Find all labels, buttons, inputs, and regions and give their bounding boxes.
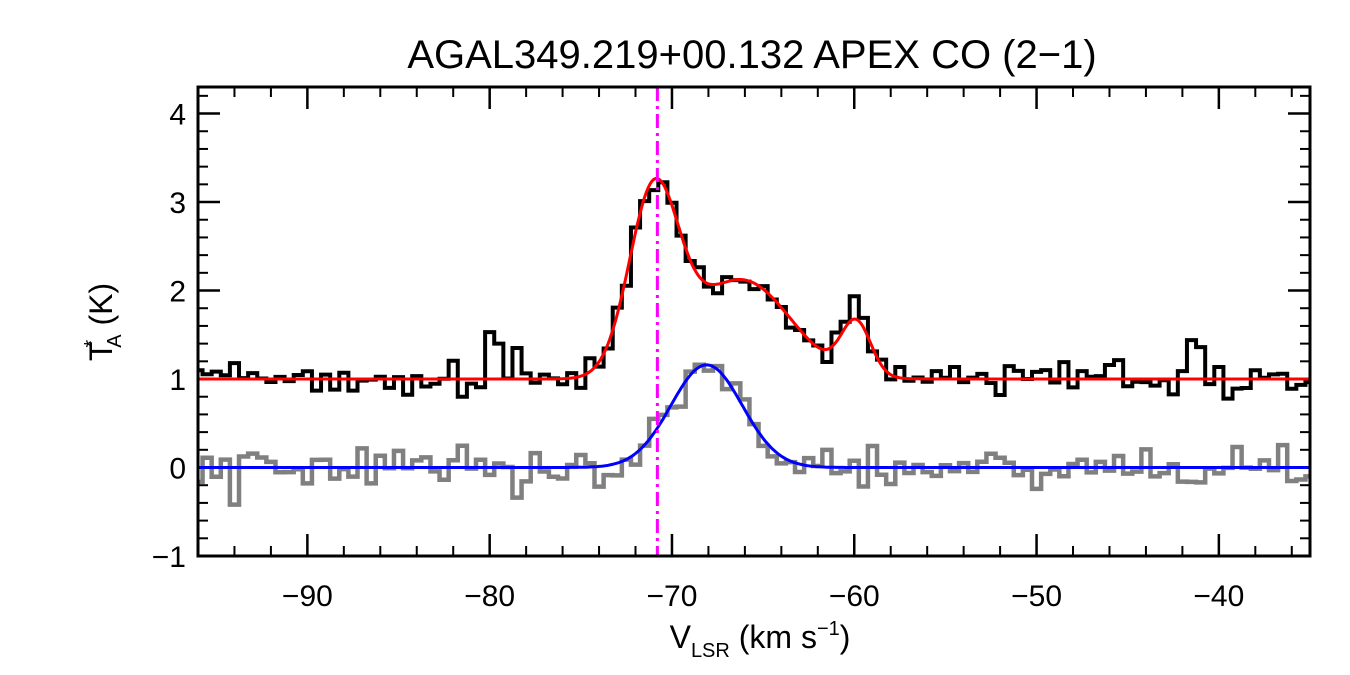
gaussian-fit-blue bbox=[198, 363, 1310, 469]
co21-spectrum-black bbox=[198, 180, 1310, 401]
series-layer bbox=[198, 177, 1310, 507]
y-tick-label: 2 bbox=[169, 276, 186, 309]
x-tick-label: −40 bbox=[1193, 580, 1244, 613]
major-ticks bbox=[198, 87, 1310, 558]
minor-ticks bbox=[197, 87, 1310, 556]
plot-area bbox=[196, 85, 1312, 558]
x-tick-label: −70 bbox=[647, 580, 698, 613]
y-tick-label: 3 bbox=[169, 187, 186, 220]
x-tick-labels: −90 −80 −70 −60 −50 −40 bbox=[282, 580, 1244, 613]
chart-title: AGAL349.219+00.132 APEX CO (2−1) bbox=[407, 33, 1096, 77]
y-tick-label: 4 bbox=[169, 99, 186, 132]
x-tick-label: −50 bbox=[1011, 580, 1062, 613]
y-tick-label: 1 bbox=[169, 364, 186, 397]
x-tick-label: −90 bbox=[282, 580, 333, 613]
y-tick-label: −1 bbox=[152, 541, 186, 574]
x-axis-label: VLSR (km s−1) bbox=[670, 618, 851, 662]
gaussian-fit-red bbox=[198, 177, 1310, 381]
x-tick-label: −80 bbox=[464, 580, 515, 613]
y-tick-label: 0 bbox=[169, 453, 186, 486]
y-axis-label: T*A (K) bbox=[81, 283, 126, 361]
x-tick-label: −60 bbox=[829, 580, 880, 613]
y-tick-labels: −1 0 1 2 3 4 bbox=[152, 99, 186, 574]
plot-frame bbox=[196, 85, 1312, 558]
